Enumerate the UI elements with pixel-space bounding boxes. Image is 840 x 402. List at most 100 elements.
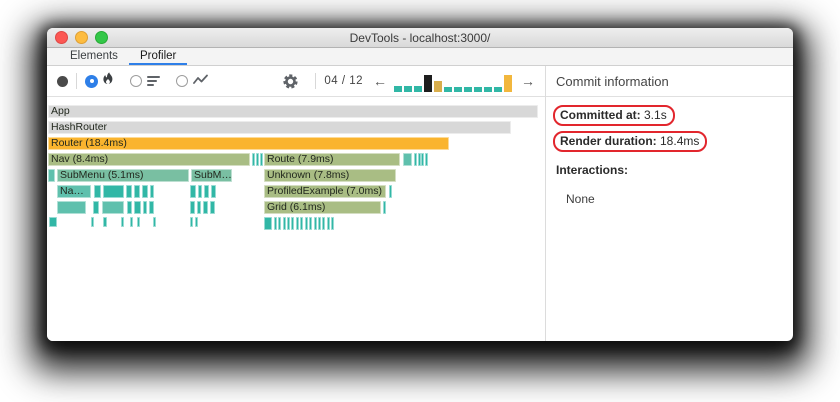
flame-bar[interactable] — [314, 217, 317, 230]
flame-bar[interactable] — [204, 185, 209, 198]
tab-profiler[interactable]: Profiler — [128, 48, 188, 65]
flame-bar[interactable] — [102, 201, 124, 214]
flame-bar[interactable] — [143, 201, 147, 214]
window-title: DevTools - localhost:3000/ — [349, 30, 491, 45]
flame-bar[interactable] — [190, 217, 193, 227]
commit-bar[interactable] — [504, 75, 512, 92]
flame-bar[interactable] — [260, 153, 263, 166]
flame-bar[interactable]: Na… — [57, 185, 91, 198]
flame-bar[interactable] — [190, 185, 196, 198]
commit-bar[interactable] — [424, 75, 432, 92]
flame-bar[interactable] — [389, 185, 392, 198]
next-commit-arrow[interactable]: → — [521, 73, 535, 89]
flame-bar[interactable] — [425, 153, 428, 166]
gear-icon[interactable] — [282, 73, 299, 90]
flame-bar[interactable]: Unknown (7.8ms) — [264, 169, 396, 182]
ranked-radio[interactable] — [130, 75, 142, 87]
flame-bar[interactable] — [127, 201, 132, 214]
flame-bar[interactable] — [203, 201, 208, 214]
commit-bar[interactable] — [444, 87, 452, 92]
flame-bar[interactable] — [91, 217, 94, 227]
flame-bar[interactable]: Router (18.4ms) — [48, 137, 449, 150]
flame-bar[interactable] — [137, 217, 140, 227]
flame-bar[interactable] — [210, 201, 215, 214]
flame-bar[interactable] — [134, 185, 140, 198]
flame-bar[interactable] — [414, 153, 417, 166]
flame-bar[interactable] — [383, 201, 386, 214]
flame-bar[interactable] — [327, 217, 330, 230]
flame-bar[interactable] — [121, 217, 124, 227]
flame-bar[interactable] — [403, 153, 412, 166]
flame-bar[interactable] — [103, 185, 124, 198]
flame-bar[interactable] — [211, 185, 216, 198]
flame-chart[interactable]: App HashRouter Router (18.4ms) Nav (8.4ms) R… — [47, 97, 545, 341]
flame-bar[interactable] — [278, 217, 281, 230]
flame-bar[interactable] — [300, 217, 303, 230]
flame-bar[interactable]: HashRouter — [48, 121, 511, 134]
flame-bar[interactable] — [291, 217, 294, 230]
flame-bar[interactable]: Grid (6.1ms) — [264, 201, 381, 214]
commit-bar[interactable] — [414, 86, 422, 92]
flame-bar[interactable] — [149, 201, 154, 214]
flame-bar[interactable] — [287, 217, 290, 230]
view-flamegraph-option[interactable] — [85, 72, 114, 90]
commit-bar[interactable] — [474, 87, 482, 92]
flame-bar[interactable] — [418, 153, 421, 166]
flame-bar[interactable] — [153, 217, 156, 227]
flame-bar[interactable] — [49, 217, 57, 227]
flame-bar[interactable] — [130, 217, 133, 227]
flame-bar[interactable]: Route (7.9ms) — [264, 153, 400, 166]
minimize-button[interactable] — [75, 31, 88, 44]
flame-bar[interactable] — [283, 217, 286, 230]
interactions-radio[interactable] — [176, 75, 188, 87]
flame-bar[interactable] — [296, 217, 299, 230]
flame-bar[interactable] — [256, 153, 259, 166]
flame-bar[interactable] — [142, 185, 148, 198]
flame-bar[interactable]: App — [48, 105, 538, 118]
flame-bar[interactable] — [331, 217, 334, 230]
flame-bar[interactable] — [274, 217, 277, 230]
flame-bar[interactable] — [318, 217, 321, 230]
flame-bar[interactable]: Nav (8.4ms) — [48, 153, 250, 166]
flame-bar[interactable] — [57, 201, 86, 214]
flame-bar[interactable] — [309, 217, 312, 230]
commit-bar[interactable] — [434, 81, 442, 92]
view-interactions-option[interactable] — [176, 72, 208, 90]
commit-bar[interactable] — [394, 86, 402, 92]
flame-bar[interactable] — [195, 217, 198, 227]
flame-bar[interactable] — [264, 217, 272, 230]
render-duration-value: 18.4ms — [656, 134, 700, 148]
flame-bar[interactable] — [126, 185, 132, 198]
flame-bar[interactable]: SubMenu (5.1ms) — [57, 169, 189, 182]
commit-bar[interactable] — [464, 87, 472, 92]
commit-bar[interactable] — [484, 87, 492, 92]
flame-bar[interactable] — [421, 153, 424, 166]
flame-bar[interactable] — [190, 201, 195, 214]
flame-bar[interactable] — [197, 201, 201, 214]
record-button[interactable] — [57, 75, 68, 87]
tab-elements[interactable]: Elements — [59, 48, 129, 65]
flame-bar[interactable] — [103, 217, 107, 227]
flame-bar[interactable] — [252, 153, 255, 166]
flame-bar[interactable] — [94, 185, 101, 198]
flame-bar[interactable] — [322, 217, 325, 230]
flame-bar[interactable] — [93, 201, 99, 214]
flame-bar[interactable] — [305, 217, 308, 230]
commit-bar[interactable] — [404, 86, 412, 92]
flame-bar[interactable] — [198, 185, 202, 198]
flame-bar[interactable]: ProfiledExample (7.0ms) — [264, 185, 386, 198]
flame-bar[interactable]: SubM… — [191, 169, 232, 182]
prev-commit-arrow[interactable]: ← — [373, 73, 387, 89]
titlebar[interactable]: DevTools - localhost:3000/ — [47, 28, 793, 48]
close-button[interactable] — [55, 31, 68, 44]
flame-bar[interactable] — [150, 185, 154, 198]
view-ranked-option[interactable] — [130, 75, 160, 87]
zoom-button[interactable] — [95, 31, 108, 44]
commit-overview-chart[interactable] — [393, 70, 515, 92]
commit-bar[interactable] — [494, 87, 502, 92]
devtools-window: DevTools - localhost:3000/ Elements Prof… — [47, 28, 793, 341]
flame-bar[interactable] — [48, 169, 55, 182]
flamegraph-radio[interactable] — [85, 74, 98, 88]
commit-bar[interactable] — [454, 87, 462, 92]
flame-bar[interactable] — [134, 201, 141, 214]
